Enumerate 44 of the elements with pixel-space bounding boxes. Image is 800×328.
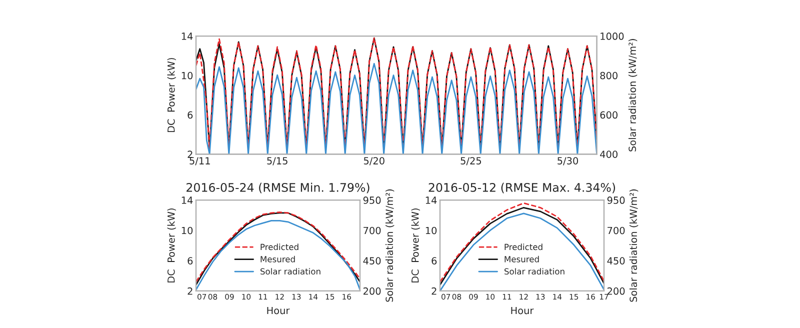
legend-label: Solar radiation [260, 268, 320, 275]
x-axis-title: Hour [267, 306, 290, 314]
x-axis-title: Hour [511, 306, 534, 314]
y-axis-title: DC Power (kW) [167, 208, 176, 282]
y-tick-label: 6 [432, 257, 437, 264]
y-tick-label: 6 [188, 257, 193, 264]
y2-tick-label: 200 [607, 287, 625, 295]
y2-tick-label: 600 [600, 111, 618, 119]
y2-tick-label: 450 [607, 257, 625, 264]
y2-tick-label: 800 [600, 72, 618, 80]
y-tick-label: 2 [188, 287, 192, 295]
y2-tick-label: 700 [364, 226, 381, 234]
y2-axis-title: Solar radiation (kW/m²) [630, 189, 638, 302]
y2-tick-label: 950 [363, 196, 381, 204]
x-tick-label: 5/11 [190, 157, 210, 166]
y-tick-label: 14 [426, 196, 437, 204]
y-axis-title: DC Power (kW) [167, 58, 176, 132]
y-tick-label: 14 [182, 196, 193, 204]
y-tick-label: 10 [182, 72, 193, 80]
y2-axis-title: Solar radiation (kW/m²) [628, 39, 638, 152]
y2-tick-label: 700 [608, 226, 625, 234]
y2-tick-label: 400 [600, 150, 618, 158]
y-tick-label: 2 [432, 287, 436, 295]
x-tick-label: 5/30 [558, 157, 578, 166]
y2-tick-label: 450 [363, 257, 381, 264]
y-tick-label: 14 [182, 32, 193, 40]
y2-tick-label: 1000 [600, 32, 624, 40]
legend-label: Mesured [260, 256, 295, 262]
x-tick-label: 5/20 [364, 157, 384, 166]
y-tick-label: 10 [426, 226, 437, 234]
chart-title: 2016-05-12 (RMSE Max. 4.34%) [428, 182, 616, 194]
chart-title: 2016-05-24 (RMSE Min. 1.79%) [186, 182, 370, 194]
y-tick-label: 6 [188, 111, 193, 119]
y2-tick-label: 200 [363, 287, 381, 295]
x-tick-label: 5/25 [460, 157, 482, 166]
x-tick-label: 5/15 [267, 157, 288, 166]
y2-axis-title: Solar radiation (kW/m²) [386, 189, 394, 302]
y2-tick-label: 950 [607, 196, 625, 204]
y-axis-title: DC Power (kW) [411, 208, 420, 282]
legend-label: Solar radiation [504, 268, 564, 275]
legend-label: Predicted [504, 244, 542, 250]
legend-label: Predicted [260, 244, 298, 250]
legend-label: Mesured [504, 256, 539, 262]
y-tick-label: 10 [182, 226, 193, 234]
